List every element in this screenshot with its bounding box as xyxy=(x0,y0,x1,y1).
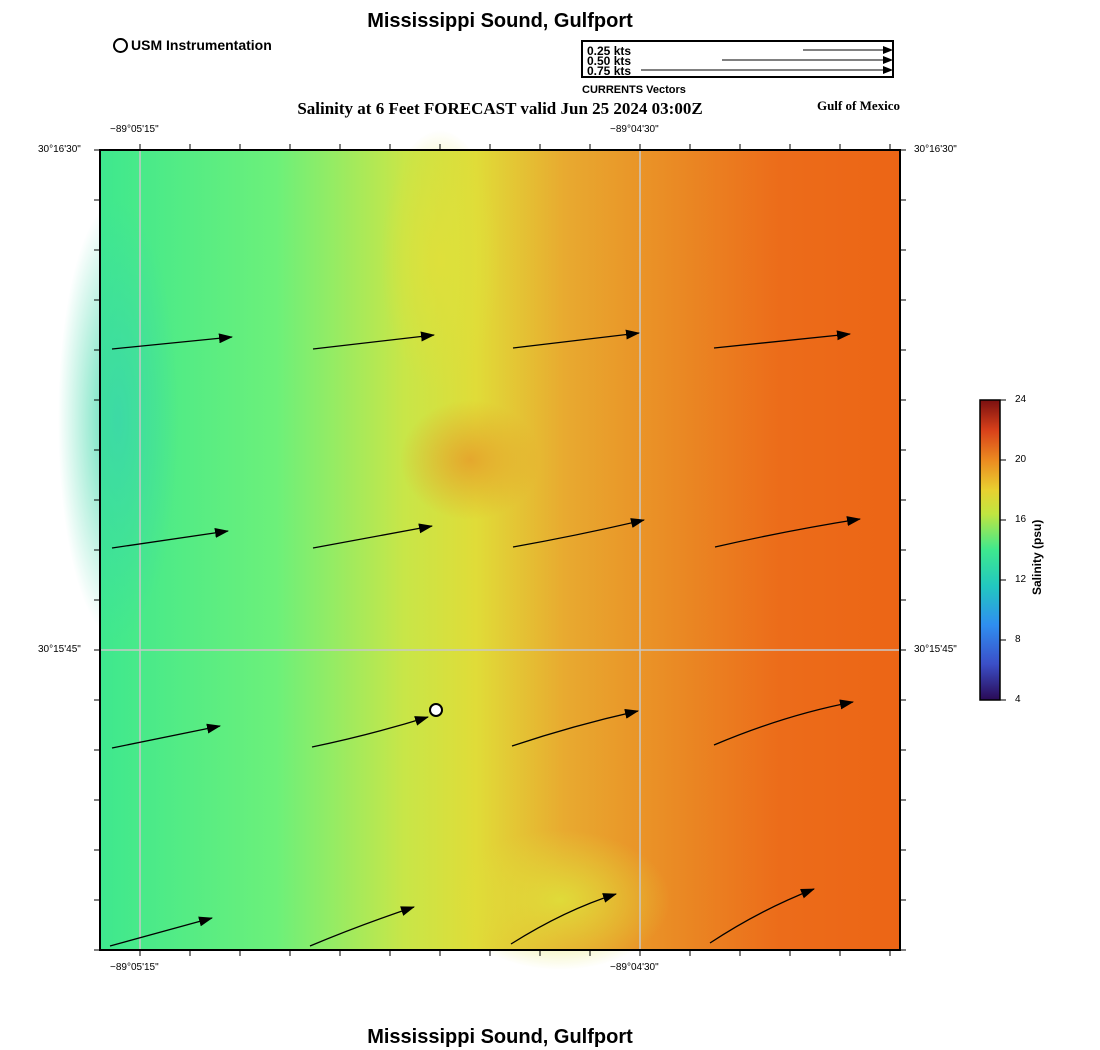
current-vector-arrow xyxy=(713,699,854,746)
map-title-bottom: Mississippi Sound, Gulfport xyxy=(367,1026,633,1048)
lon-tick-label-top-2: −89°04'30" xyxy=(610,124,659,135)
colorbar-tick-label: 24 xyxy=(1015,394,1027,405)
vector-legend-arrows xyxy=(641,46,893,74)
open-circle-icon xyxy=(113,37,128,53)
current-vector-arrow xyxy=(109,916,213,947)
lat-tick-label-right-2: 30°15'45" xyxy=(914,644,957,655)
current-vector-arrow xyxy=(511,708,639,747)
lon-tick-label-top-1: −89°05'15" xyxy=(110,124,159,135)
colorbar-title: Salinity (psu) xyxy=(1030,519,1044,595)
station-legend: USM Instrumentation xyxy=(113,37,272,53)
vector-legend-row: 0.25 kts xyxy=(587,44,632,58)
vector-legend-caption: CURRENTS Vectors xyxy=(582,84,686,96)
current-vector-arrow xyxy=(309,906,415,947)
colorbar xyxy=(979,399,1001,701)
vector-legend-row: 0.50 kts xyxy=(587,54,632,68)
current-vector-arrow xyxy=(714,516,861,548)
current-vector-arrow xyxy=(111,333,233,350)
station-legend-label: USM Instrumentation xyxy=(131,37,272,53)
current-vector-arrow xyxy=(510,893,617,945)
region-label: Gulf of Mexico xyxy=(816,98,900,113)
map-subtitle: Salinity at 6 Feet FORECAST valid Jun 25… xyxy=(297,99,703,118)
colorbar-tick-label: 20 xyxy=(1015,454,1027,465)
vector-legend-row: 0.75 kts xyxy=(587,64,632,78)
lat-tick-label-left-2: 30°15'45" xyxy=(38,644,81,655)
lon-tick-label-bottom-2: −89°04'30" xyxy=(610,962,659,973)
current-vector-arrow xyxy=(111,527,229,549)
current-vector-arrow xyxy=(111,723,221,749)
colorbar-ticks xyxy=(1000,399,1006,701)
current-vector-arrow xyxy=(311,716,429,748)
usm-station-marker[interactable] xyxy=(429,703,443,717)
current-vector-arrow xyxy=(312,523,433,549)
current-vectors xyxy=(109,329,861,947)
tick-marks xyxy=(94,144,906,956)
salinity-field xyxy=(58,130,900,970)
vector-legend: 0.25 kts 0.50 kts 0.75 kts xyxy=(581,40,894,78)
current-vector-arrow xyxy=(512,518,645,548)
colorbar-tick-label: 12 xyxy=(1015,574,1027,585)
lat-tick-label-right-1: 30°16'30" xyxy=(914,144,957,155)
lat-tick-label-left-1: 30°16'30" xyxy=(38,144,81,155)
colorbar-tick-label: 16 xyxy=(1015,514,1027,525)
gridlines xyxy=(100,150,900,950)
colorbar-tick-label: 4 xyxy=(1015,694,1021,705)
colorbar-tick-label: 8 xyxy=(1015,634,1021,645)
current-vector-arrow xyxy=(312,331,435,350)
current-vector-arrow xyxy=(512,329,640,349)
current-vector-arrow xyxy=(709,888,815,944)
lon-tick-label-bottom-1: −89°05'15" xyxy=(110,962,159,973)
map-title-top: Mississippi Sound, Gulfport xyxy=(367,10,633,32)
current-vector-arrow xyxy=(713,330,851,349)
